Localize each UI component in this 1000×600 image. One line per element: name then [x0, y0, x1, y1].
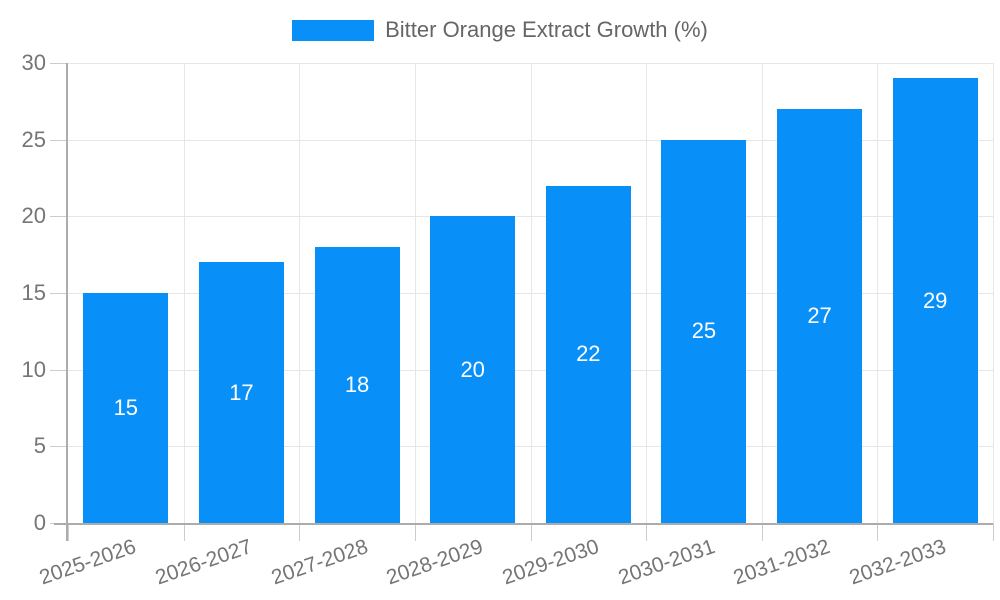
x-tick	[530, 523, 532, 541]
bar-value-label: 18	[344, 372, 370, 397]
bar[interactable]: 27	[777, 109, 863, 523]
x-tick	[183, 523, 185, 541]
x-tick-label: 2027-2028	[268, 535, 371, 590]
y-tick-label: 25	[21, 126, 46, 152]
x-tick	[761, 523, 763, 541]
bar-value-label: 15	[113, 395, 139, 420]
x-tick	[299, 523, 301, 541]
bar[interactable]: 20	[430, 216, 516, 523]
x-tick-label: 2029-2030	[499, 535, 602, 590]
bar-value-label: 22	[576, 341, 601, 367]
bar-value-label: 29	[922, 287, 948, 313]
x-tick-label: 2026-2027	[152, 535, 255, 590]
bar[interactable]: 29	[892, 78, 978, 523]
x-tick	[646, 523, 648, 541]
x-tick	[993, 523, 994, 541]
x-tick-label: 2032-2033	[846, 535, 949, 590]
bar-value-label: 27	[807, 303, 832, 328]
x-axis-line	[54, 523, 993, 525]
bar[interactable]: 22	[545, 185, 631, 523]
bar[interactable]: 25	[661, 139, 747, 523]
x-tick	[877, 523, 879, 541]
x-tick-label: 2025-2026	[36, 535, 140, 590]
y-tick	[50, 63, 68, 64]
y-tick-label: 5	[33, 433, 46, 459]
y-tick	[50, 293, 68, 294]
x-gridline	[299, 63, 301, 523]
y-tick-label: 0	[33, 510, 46, 535]
x-tick-label: 2028-2029	[383, 535, 487, 590]
bar-value-label: 25	[691, 318, 717, 344]
y-tick	[50, 446, 68, 448]
y-tick-label: 20	[21, 203, 46, 229]
legend-label[interactable]: Bitter Orange Extract Growth (%)	[385, 17, 708, 42]
x-gridline	[646, 63, 648, 523]
x-gridline	[761, 63, 763, 523]
y-tick	[50, 369, 68, 371]
x-tick	[414, 523, 416, 541]
y-tick-label: 10	[21, 356, 46, 382]
x-gridline	[183, 63, 185, 523]
bar-value-label: 17	[229, 379, 254, 405]
x-gridline	[414, 63, 416, 523]
x-tick-label: 2031-2032	[730, 535, 834, 590]
legend-swatch[interactable]	[292, 19, 375, 41]
y-tick-label: 15	[21, 280, 46, 305]
bar[interactable]: 17	[198, 262, 284, 523]
x-gridline	[993, 63, 994, 523]
x-gridline	[530, 63, 532, 523]
x-tick	[68, 523, 69, 541]
y-tick	[50, 216, 68, 218]
y-tick	[50, 139, 68, 141]
y-axis-line	[66, 63, 68, 541]
bar-value-label: 20	[460, 356, 485, 382]
bar[interactable]: 18	[314, 247, 400, 523]
x-tick-label: 2030-2031	[614, 535, 718, 590]
x-gridline	[877, 63, 879, 523]
y-tick-label: 30	[21, 50, 46, 75]
bar[interactable]: 15	[83, 293, 169, 523]
legend: Bitter Orange Extract Growth (%)	[0, 17, 1000, 43]
